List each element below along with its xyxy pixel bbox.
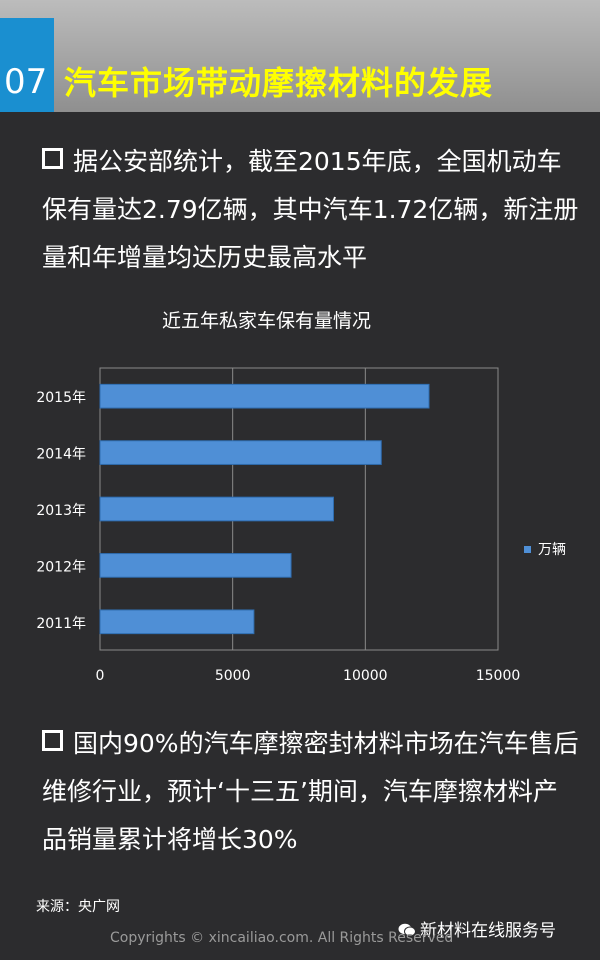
legend-label: 万辆 bbox=[538, 542, 566, 558]
brand-label: 新材料在线服务号 bbox=[398, 916, 556, 941]
y-tick-label: 2012年 bbox=[36, 559, 86, 575]
page-title: 汽车市场带动摩擦材料的发展 bbox=[64, 64, 494, 102]
header-banner: 07 汽车市场带动摩擦材料的发展 bbox=[0, 0, 600, 112]
y-tick-label: 2015年 bbox=[36, 390, 86, 406]
copyright-text: Copyrights © xincailiao.com. All Rights … bbox=[110, 930, 454, 946]
bullet-text-2: 国内90%的汽车摩擦密封材料市场在汽车售后维修行业，预计‘十三五’期间，汽车摩擦… bbox=[42, 729, 579, 854]
x-tick-label: 10000 bbox=[343, 668, 388, 684]
bullet-text-1: 据公安部统计，截至2015年底，全国机动车保有量达2.79亿辆，其中汽车1.72… bbox=[42, 147, 579, 272]
bar-2011年 bbox=[99, 609, 255, 635]
bullet-point-1: 据公安部统计，截至2015年底，全国机动车保有量达2.79亿辆，其中汽车1.72… bbox=[42, 138, 582, 282]
y-tick-label: 2013年 bbox=[36, 503, 86, 519]
source-note: 来源：央广网 bbox=[36, 899, 120, 915]
section-number: 07 bbox=[4, 62, 48, 102]
y-tick-label: 2014年 bbox=[36, 447, 86, 463]
bar-chart: 2011年 2012年 2013年 2014年 2015年 0 5000 10000 15000… bbox=[36, 367, 566, 684]
bar-2013年 bbox=[99, 496, 334, 522]
section-number-badge bbox=[0, 18, 54, 112]
bar-2012年 bbox=[99, 553, 292, 578]
chart-title: 近五年私家车保有量情况 bbox=[162, 310, 372, 332]
x-tick-label: 5000 bbox=[215, 668, 251, 684]
y-tick-label: 2011年 bbox=[36, 616, 86, 632]
x-tick-label: 15000 bbox=[476, 668, 521, 684]
bullet-point-2: 国内90%的汽车摩擦密封材料市场在汽车售后维修行业，预计‘十三五’期间，汽车摩擦… bbox=[42, 720, 582, 864]
legend-swatch bbox=[524, 546, 531, 553]
checkbox-bullet-icon bbox=[42, 148, 63, 169]
bar-2015年 bbox=[99, 383, 430, 409]
checkbox-bullet-icon bbox=[42, 730, 63, 751]
bar-2014年 bbox=[99, 440, 382, 465]
x-tick-label: 0 bbox=[96, 668, 105, 684]
wechat-icon bbox=[398, 923, 416, 937]
brand-text: 新材料在线服务号 bbox=[420, 921, 556, 941]
